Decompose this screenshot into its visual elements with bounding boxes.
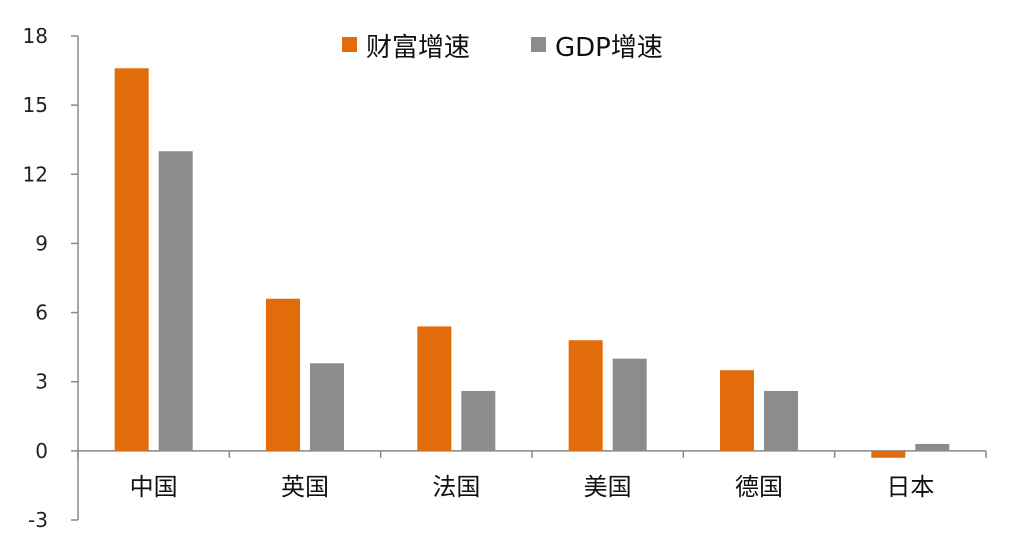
category-label: 中国 [130, 473, 178, 501]
bar-gdp-2 [461, 390, 496, 451]
category-label: 美国 [584, 473, 632, 501]
x-ticks [77, 450, 987, 458]
category-label: 日本 [886, 473, 934, 501]
legend-swatch-gdp [531, 37, 546, 52]
bar-wealth-0 [114, 68, 149, 451]
bar-wealth-2 [417, 326, 452, 451]
y-tick-label: 3 [35, 370, 48, 394]
bar-wealth-1 [266, 298, 300, 451]
x-axis [77, 450, 987, 458]
y-tick-label: 12 [23, 162, 48, 186]
y-ticks: 18 15 12 9 6 3 0 -3 [23, 24, 78, 532]
y-tick-label: 0 [35, 439, 48, 463]
bar-gdp-4 [764, 390, 798, 451]
legend-label-wealth: 财富增速 [366, 33, 470, 63]
y-tick-label: 18 [23, 24, 48, 48]
category-label: 德国 [735, 473, 783, 501]
y-tick-label: -3 [28, 508, 48, 532]
category-label: 英国 [281, 473, 329, 501]
bar-gdp-3 [612, 358, 647, 451]
category-label: 法国 [432, 473, 480, 501]
bar-wealth-4 [720, 370, 754, 451]
y-axis: 18 15 12 9 6 3 0 -3 [23, 24, 79, 532]
bars [114, 68, 950, 458]
category-labels: 中国 英国 法国 美国 德国 日本 [130, 473, 935, 501]
bar-wealth-3 [568, 340, 603, 451]
legend-swatch-wealth [342, 37, 357, 52]
y-tick-label: 9 [35, 231, 48, 255]
bar-wealth-5 [871, 450, 906, 458]
y-tick-label: 15 [23, 93, 48, 117]
legend-label-gdp: GDP增速 [555, 33, 663, 63]
y-tick-label: 6 [35, 301, 48, 325]
bar-gdp-1 [310, 363, 344, 451]
legend: 财富增速 GDP增速 [342, 33, 663, 63]
bar-gdp-5 [915, 443, 950, 451]
bar-gdp-0 [158, 151, 193, 451]
